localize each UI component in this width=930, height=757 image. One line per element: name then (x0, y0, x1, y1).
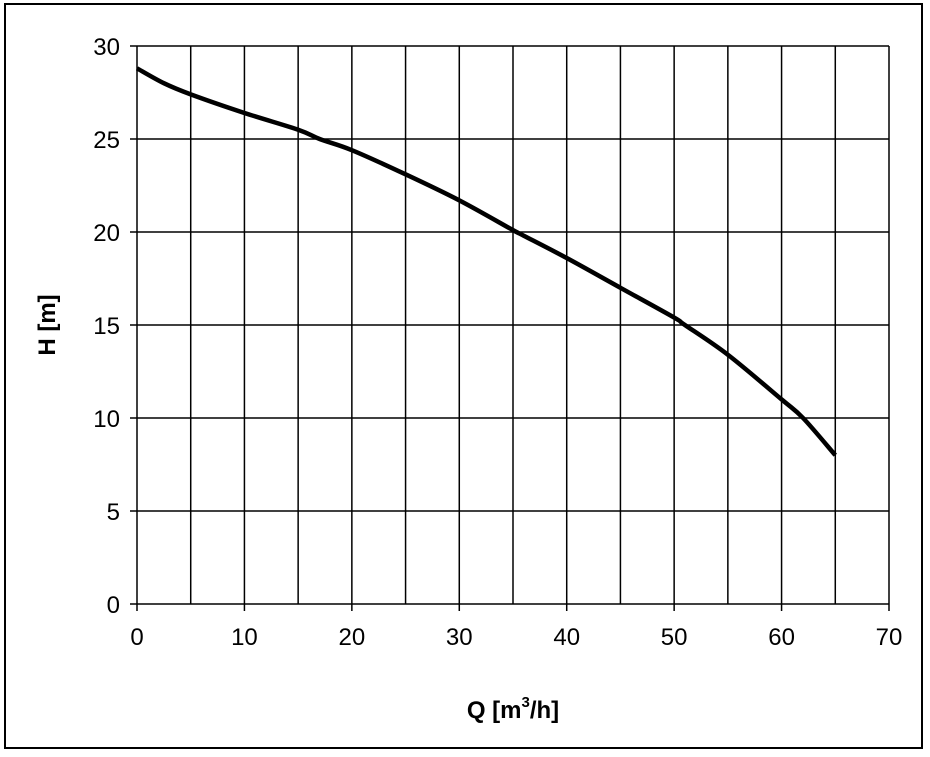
tick-labels: 0 10 20 30 40 50 60 70 0 5 10 15 20 25 30 (93, 34, 902, 651)
y-tick-label: 15 (93, 313, 120, 340)
y-tick-label: 0 (107, 592, 120, 619)
x-tick-label: 50 (661, 624, 688, 651)
x-tick-label: 0 (130, 624, 143, 651)
x-axis-title-tail: /h] (530, 697, 559, 724)
x-axis-title: Q [m3/h] (467, 694, 559, 724)
x-axis-title-superscript: 3 (522, 694, 530, 711)
y-axis-title: H [m] (34, 294, 61, 355)
x-tick-label: 30 (446, 624, 473, 651)
x-tick-label: 60 (768, 624, 795, 651)
y-tick-label: 5 (107, 499, 120, 526)
x-tick-label: 10 (231, 624, 258, 651)
series-lines (135, 66, 837, 457)
chart-frame (4, 3, 923, 749)
y-tick-label: 30 (93, 34, 120, 61)
y-tick-label: 10 (93, 406, 120, 433)
x-tick-label: 20 (339, 624, 366, 651)
x-tick-label: 40 (553, 624, 580, 651)
grid-lines (130, 45, 890, 611)
x-tick-label: 70 (876, 624, 903, 651)
y-tick-label: 25 (93, 127, 120, 154)
x-axis-title-main: Q [m (467, 697, 522, 724)
pump-curve-line (135, 66, 837, 457)
y-tick-label: 20 (93, 220, 120, 247)
